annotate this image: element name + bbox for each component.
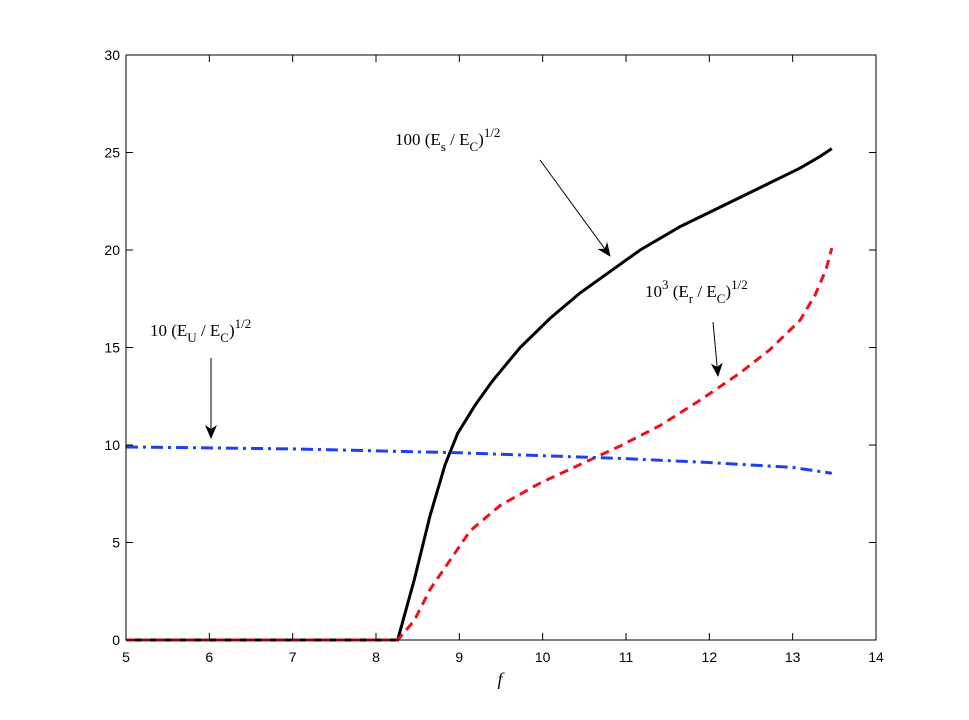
arrow — [539, 159, 611, 257]
annotation: 100 (Es / EC)1/2 — [395, 125, 500, 154]
y-tick-label: 20 — [104, 242, 120, 258]
y-tick-label: 30 — [104, 47, 120, 63]
annotation-part: s — [441, 139, 446, 154]
x-tick-label: 11 — [619, 649, 634, 665]
annotation-part: ) — [478, 130, 484, 149]
x-tick-label: 12 — [702, 649, 718, 665]
x-tick-label: 6 — [205, 649, 213, 665]
x-axis-label: f — [497, 669, 505, 689]
x-tick-label: 5 — [122, 649, 130, 665]
annotation-part: U — [187, 330, 197, 345]
y-tick-label: 10 — [104, 437, 120, 453]
annotation-part: C — [469, 139, 478, 154]
y-tick-label: 15 — [104, 340, 120, 356]
annotation-part: 100 (E — [395, 130, 441, 149]
annotation-part: 10 — [645, 282, 662, 301]
x-tick-label: 10 — [535, 649, 551, 665]
annotation-part: ) — [229, 321, 235, 340]
annotation-part: r — [689, 291, 694, 306]
annotation-part: (E — [669, 282, 689, 301]
annotation: 103 (Er / EC)1/2 — [645, 277, 748, 306]
y-tick-label: 25 — [104, 145, 120, 161]
x-tick-label: 13 — [785, 649, 801, 665]
annotation-part: / E — [197, 321, 221, 340]
x-tick-label: 7 — [289, 649, 297, 665]
annotation: 10 (EU / EC)1/2 — [150, 316, 251, 345]
annotation-part: C — [717, 291, 726, 306]
annotation-part: 10 (E — [150, 321, 187, 340]
annotation-part: 1/2 — [484, 125, 501, 140]
x-tick-label: 8 — [372, 649, 380, 665]
annotation-part: C — [220, 330, 229, 345]
y-tick-label: 5 — [112, 535, 120, 551]
annotation-part: / E — [693, 282, 717, 301]
arrow — [710, 321, 723, 377]
annotation-part: 1/2 — [235, 316, 252, 331]
annotation-part: / E — [446, 130, 470, 149]
annotation-part: 3 — [662, 277, 669, 292]
y-tick-label: 0 — [112, 632, 120, 648]
line-series — [125, 445, 833, 475]
annotation-part: 1/2 — [731, 277, 748, 292]
annotation-part: ) — [725, 282, 731, 301]
x-tick-label: 14 — [868, 649, 884, 665]
x-tick-label: 9 — [455, 649, 463, 665]
